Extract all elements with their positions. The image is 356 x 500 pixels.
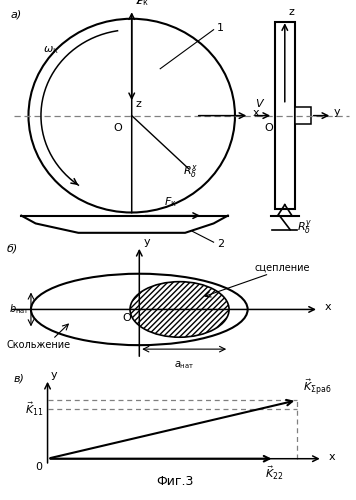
Text: $P_{\rm к}$: $P_{\rm к}$	[136, 0, 149, 8]
Text: $\omega_{\rm к}$: $\omega_{\rm к}$	[43, 44, 58, 56]
Text: z: z	[135, 0, 141, 6]
Text: а): а)	[11, 10, 22, 20]
Text: Скольжение: Скольжение	[6, 340, 70, 350]
Text: $F_{\rm к}$: $F_{\rm к}$	[164, 196, 177, 209]
Text: $R^x_\delta$: $R^x_\delta$	[183, 162, 199, 180]
Text: y: y	[144, 237, 151, 247]
Text: z: z	[288, 7, 294, 17]
Text: Фиг.3: Фиг.3	[157, 474, 194, 488]
Text: O: O	[265, 124, 273, 134]
Text: y: y	[51, 370, 57, 380]
Text: O: O	[122, 314, 131, 324]
Text: x: x	[328, 452, 335, 462]
Text: y: y	[334, 107, 341, 117]
Ellipse shape	[130, 282, 229, 337]
Text: x: x	[325, 302, 332, 312]
Text: x: x	[253, 108, 260, 118]
Bar	[295, 107, 311, 124]
Text: $\vec{K}_{\Sigma{\rm раб}}$: $\vec{K}_{\Sigma{\rm раб}}$	[303, 378, 331, 398]
Polygon shape	[21, 216, 228, 233]
Text: $\vec{K}_{11}$: $\vec{K}_{11}$	[25, 400, 43, 418]
Bar	[275, 22, 295, 210]
Text: O: O	[113, 124, 122, 134]
Text: $R^y_\delta$: $R^y_\delta$	[297, 219, 313, 237]
Text: 0: 0	[36, 462, 42, 472]
Text: $\vec{K}_{22}$: $\vec{K}_{22}$	[265, 465, 284, 482]
Text: $b_{\rm нат}$: $b_{\rm нат}$	[9, 302, 30, 316]
Text: сцепление: сцепление	[254, 263, 310, 273]
Text: $a_{\rm нат}$: $a_{\rm нат}$	[174, 359, 194, 371]
Text: 2: 2	[217, 239, 224, 248]
Text: 1: 1	[217, 23, 224, 33]
Text: в): в)	[14, 374, 25, 384]
Text: z: z	[135, 100, 141, 110]
Text: $V$: $V$	[255, 98, 265, 110]
Text: б): б)	[6, 244, 17, 254]
